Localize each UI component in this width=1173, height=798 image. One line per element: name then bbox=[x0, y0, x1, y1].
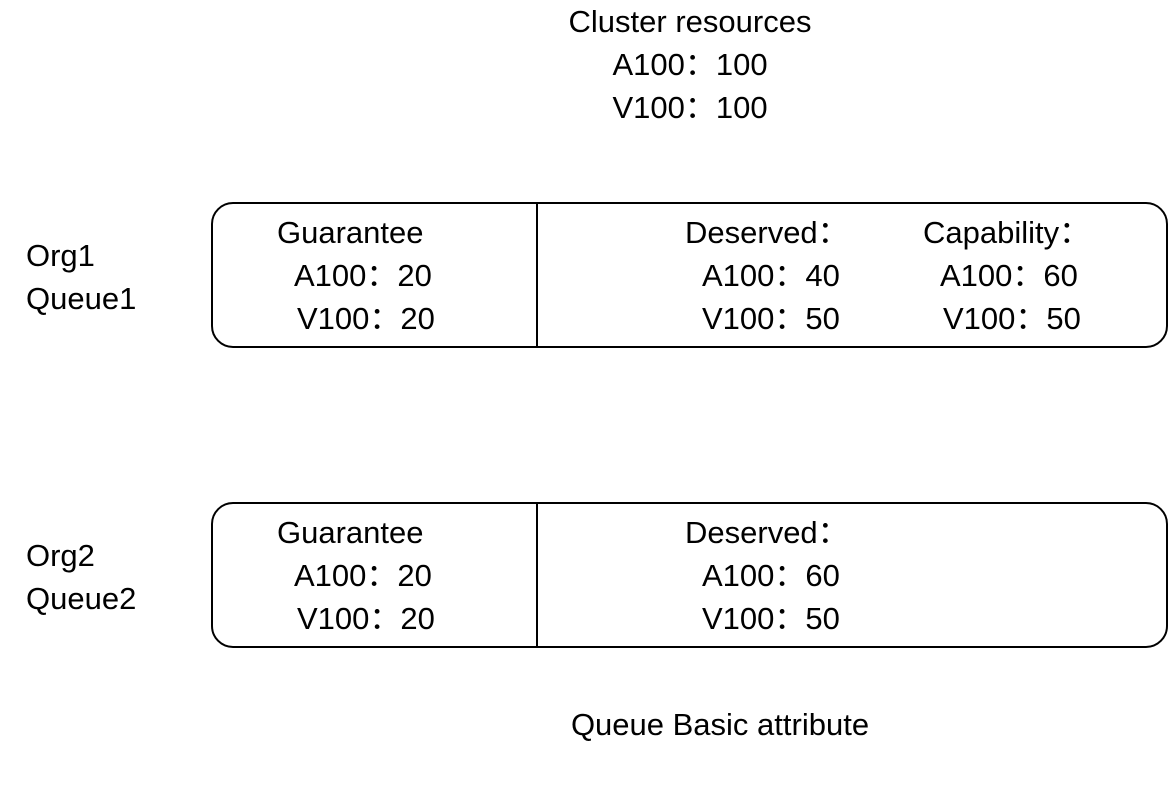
cluster-resources: Cluster resources A100：100 V100：100 bbox=[490, 4, 890, 126]
queue1-deserved-title: Deserved： bbox=[685, 215, 849, 250]
queue2-name: Queue2 bbox=[26, 581, 137, 616]
queue2-deserved: Deserved： A100：60 V100：50 bbox=[685, 515, 849, 637]
queue1-capability: Capability： A100：60 V100：50 bbox=[923, 215, 1090, 337]
queue1-label: Org1 Queue1 bbox=[26, 238, 136, 317]
queue2-deserved-title: Deserved： bbox=[685, 515, 849, 550]
queue2-label: Org2 Queue2 bbox=[26, 538, 136, 617]
cluster-v100: V100：100 bbox=[612, 90, 768, 125]
cluster-title: Cluster resources bbox=[568, 4, 812, 39]
queue2-box bbox=[211, 502, 1168, 648]
cluster-a100: A100：100 bbox=[612, 47, 768, 82]
queue2-deserved-v100: V100：50 bbox=[702, 601, 840, 636]
queue1-guarantee-v100: V100：20 bbox=[297, 301, 435, 336]
queue1-capability-a100: A100：60 bbox=[940, 258, 1078, 293]
queue1-guarantee: Guarantee A100：20 V100：20 bbox=[277, 215, 435, 337]
queue2-guarantee: Guarantee A100：20 V100：20 bbox=[277, 515, 435, 637]
queue1-name: Queue1 bbox=[26, 281, 137, 316]
queue2-org: Org2 bbox=[26, 538, 95, 573]
queue1-divider bbox=[536, 204, 538, 346]
queue2-guarantee-v100: V100：20 bbox=[297, 601, 435, 636]
queue2-guarantee-a100: A100：20 bbox=[294, 558, 432, 593]
queue1-box bbox=[211, 202, 1168, 348]
queue2-divider bbox=[536, 504, 538, 646]
queue1-deserved-v100: V100：50 bbox=[702, 301, 840, 336]
diagram-caption: Queue Basic attribute bbox=[570, 707, 870, 742]
queue1-org: Org1 bbox=[26, 238, 95, 273]
queue1-guarantee-title: Guarantee bbox=[277, 215, 424, 250]
queue1-capability-title: Capability： bbox=[923, 215, 1091, 250]
queue2-guarantee-title: Guarantee bbox=[277, 515, 424, 550]
queue2-deserved-a100: A100：60 bbox=[702, 558, 840, 593]
queue1-deserved: Deserved： A100：40 V100：50 bbox=[685, 215, 849, 337]
queue1-capability-v100: V100：50 bbox=[943, 301, 1081, 336]
queue1-deserved-a100: A100：40 bbox=[702, 258, 840, 293]
queue1-guarantee-a100: A100：20 bbox=[294, 258, 432, 293]
